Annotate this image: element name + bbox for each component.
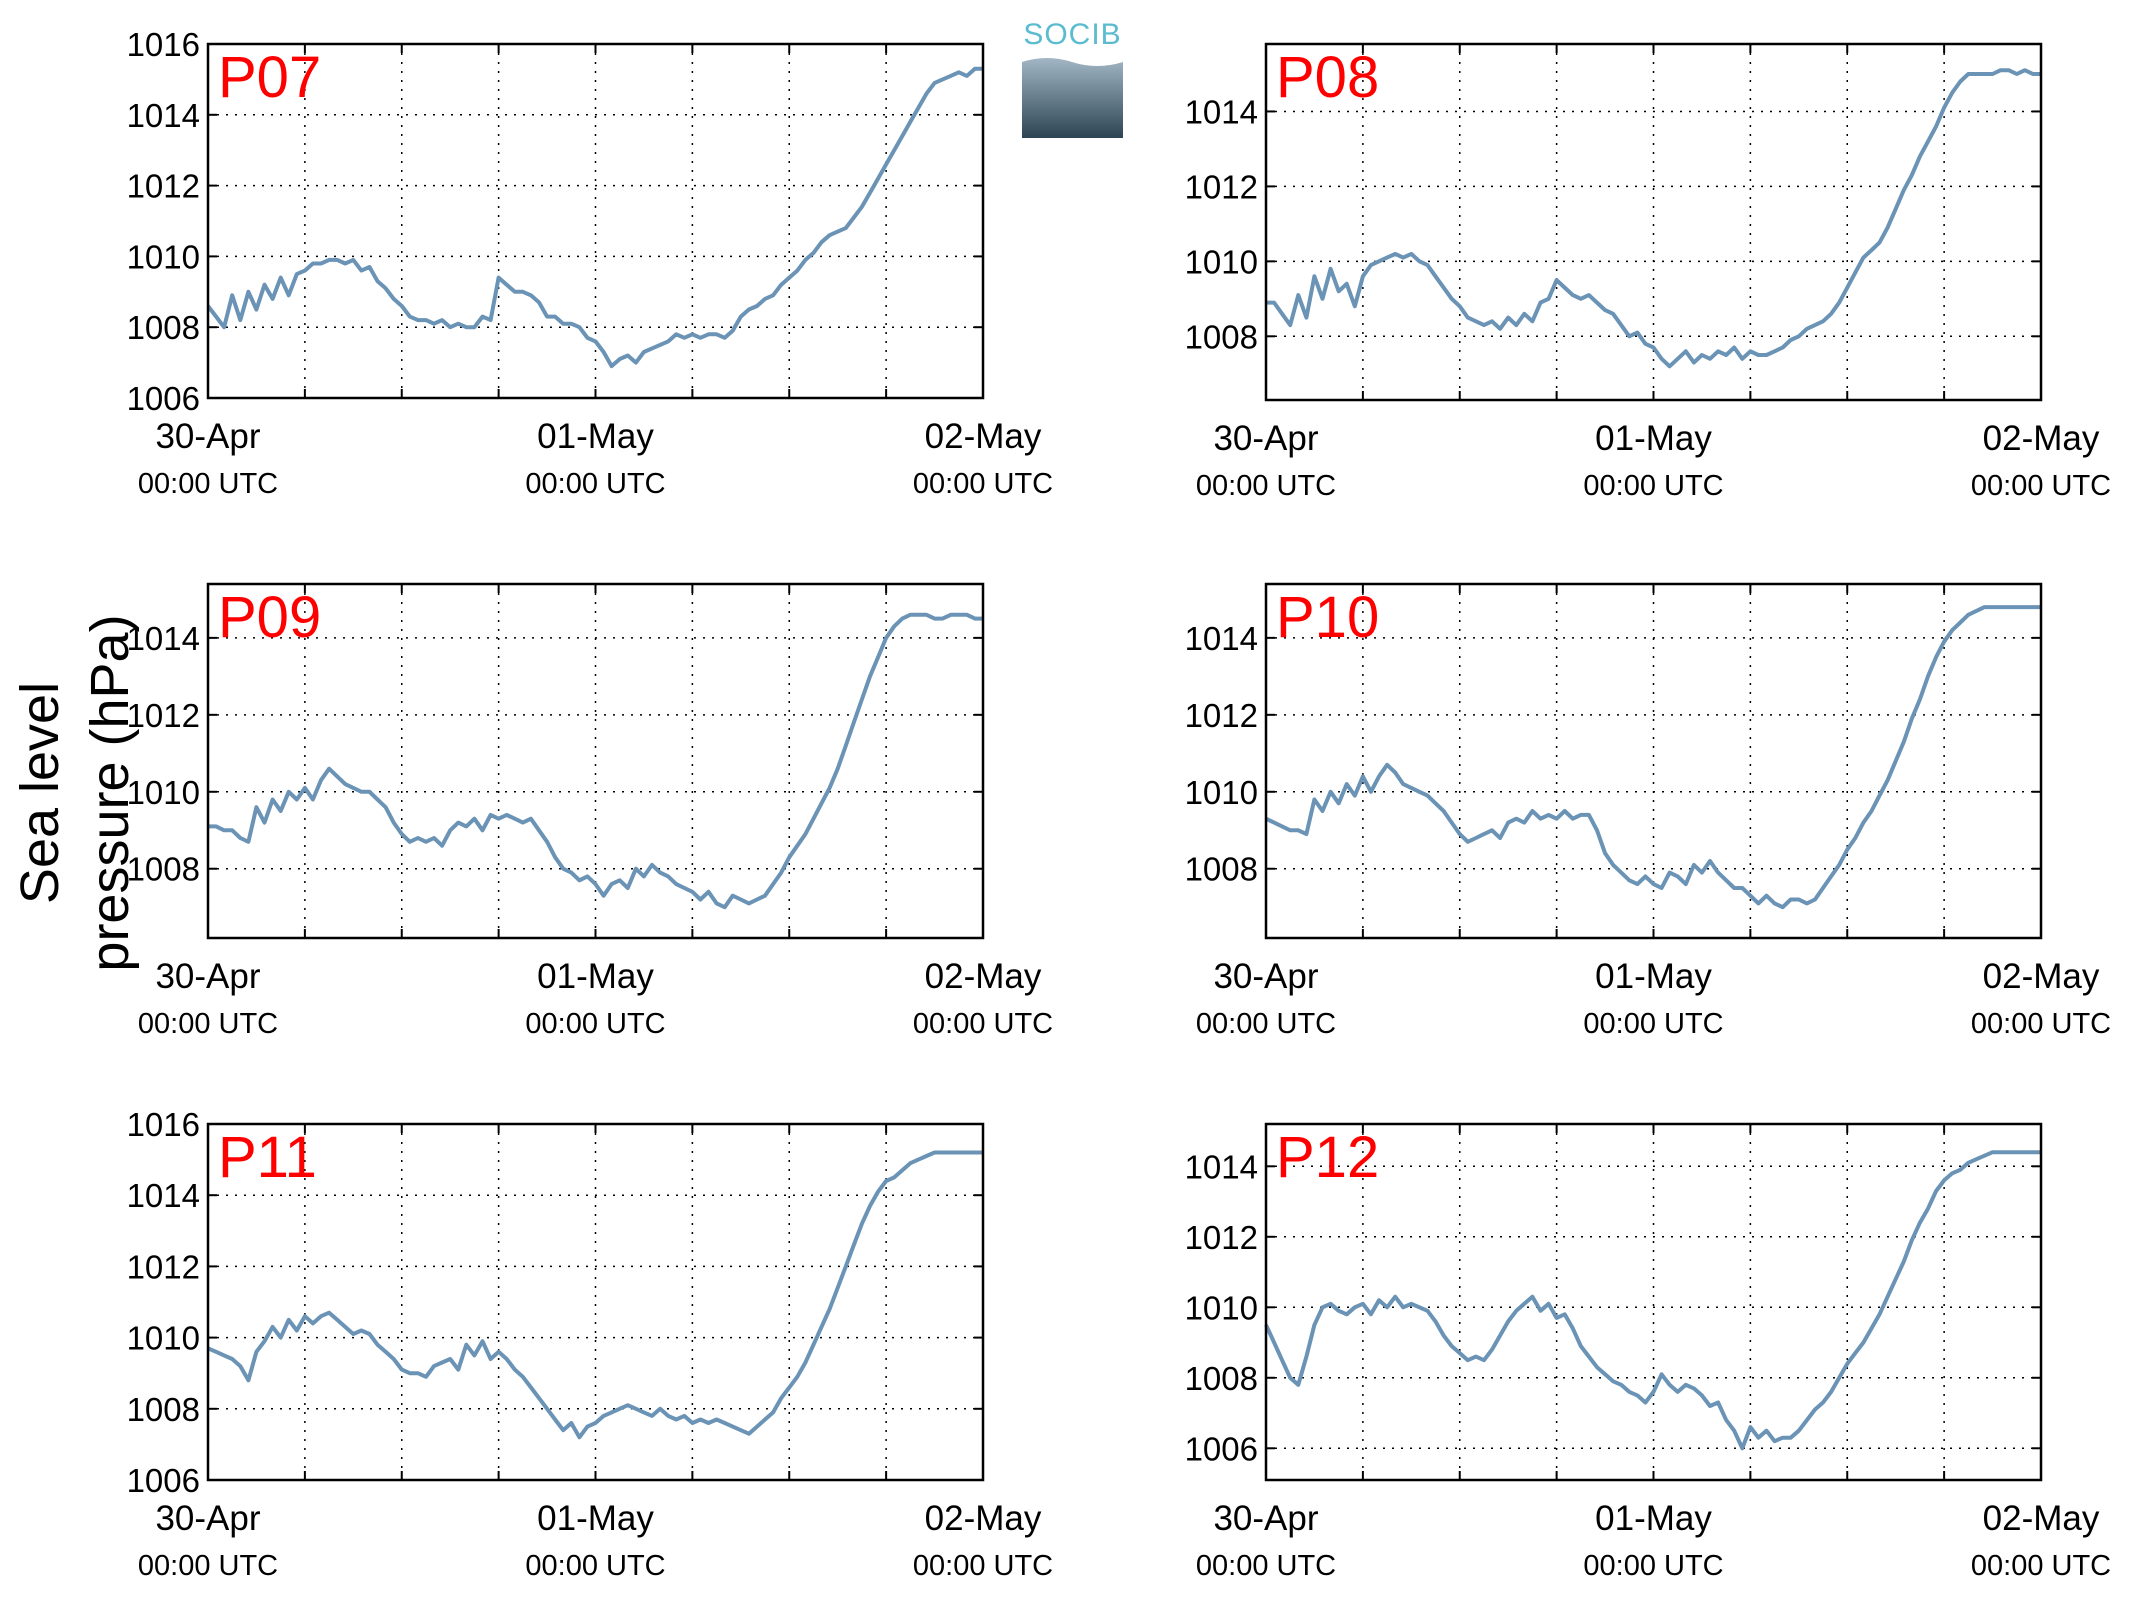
series-line xyxy=(1266,68,2041,369)
x-tick-label-time: 00:00 UTC xyxy=(525,468,665,500)
y-tick-label: 1008 xyxy=(127,851,200,888)
logo-gradient xyxy=(1022,54,1123,138)
plot-frame xyxy=(1264,42,2043,402)
x-tick-label-date: 02-May xyxy=(1983,957,2100,996)
x-tick-label-time: 00:00 UTC xyxy=(1971,1008,2111,1040)
y-tick-label: 1008 xyxy=(1185,1360,1258,1397)
x-tick-label-date: 30-Apr xyxy=(155,957,260,996)
y-tick-label: 1010 xyxy=(127,774,200,811)
x-tick-label-time: 00:00 UTC xyxy=(138,1008,278,1040)
x-tick-label-date: 30-Apr xyxy=(1213,957,1318,996)
logo-text: SOCIB xyxy=(1023,18,1122,51)
x-tick-label-time: 00:00 UTC xyxy=(1583,470,1723,502)
y-tick-label: 1014 xyxy=(127,97,200,134)
x-tick-label-date: 02-May xyxy=(1983,1499,2100,1538)
y-tick-label: 1008 xyxy=(127,309,200,346)
y-tick-label: 1014 xyxy=(1185,1148,1258,1185)
series-line xyxy=(206,66,983,369)
y-tick-label: 1014 xyxy=(1185,620,1258,657)
x-tick-label-date: 01-May xyxy=(537,957,654,996)
x-tick-label-time: 00:00 UTC xyxy=(138,1550,278,1582)
x-tick-label-date: 01-May xyxy=(537,417,654,456)
y-tick-label: 1008 xyxy=(1185,851,1258,888)
y-tick-label: 1012 xyxy=(127,1248,200,1285)
x-tick-label-time: 00:00 UTC xyxy=(1583,1008,1723,1040)
x-tick-label-time: 00:00 UTC xyxy=(525,1008,665,1040)
y-tick-label: 1012 xyxy=(1185,168,1258,205)
plot-frame xyxy=(206,1122,985,1482)
series-line xyxy=(1264,1150,2041,1451)
y-tick-label: 1012 xyxy=(1185,697,1258,734)
x-tick-label-time: 00:00 UTC xyxy=(1196,1008,1336,1040)
x-tick-label-date: 30-Apr xyxy=(155,417,260,456)
y-tick-label: 1006 xyxy=(127,380,200,417)
panel-p07: 1006 1008 1010 1012 1014 1016 30-Apr 00:00 UTC 0… xyxy=(127,26,1054,500)
y-tick-label: 1006 xyxy=(1185,1430,1258,1467)
x-tick-label-date: 30-Apr xyxy=(155,1499,260,1538)
panel-label: P09 xyxy=(218,585,321,650)
y-tick-label: 1014 xyxy=(127,1177,200,1214)
y-tick-label: 1016 xyxy=(127,1106,200,1143)
panel-p09: 1008 1010 1012 1014 30-Apr 00:00 UTC 01-May 00:… xyxy=(127,582,1053,1040)
series-line xyxy=(1265,605,2041,910)
plot-frame xyxy=(206,582,985,940)
y-tick-label: 1016 xyxy=(127,26,200,63)
panel-label: P10 xyxy=(1276,585,1379,650)
x-tick-label-date: 01-May xyxy=(1595,957,1712,996)
y-tick-label: 1010 xyxy=(1185,243,1258,280)
x-tick-label-time: 00:00 UTC xyxy=(1196,470,1336,502)
panel-label: P08 xyxy=(1276,45,1379,110)
y-tick-label: 1010 xyxy=(1185,1289,1258,1326)
y-tick-label: 1006 xyxy=(127,1462,200,1499)
x-tick-label-time: 00:00 UTC xyxy=(525,1550,665,1582)
x-tick-label-time: 00:00 UTC xyxy=(138,468,278,500)
panel-p11: 1006 1008 1010 1012 1014 1016 30-Apr 00:00 UTC 0… xyxy=(127,1106,1054,1582)
panel-p10: 1008 1010 1012 1014 30-Apr 00:00 UTC 01-May 00:… xyxy=(1185,582,2111,1040)
x-tick-label-time: 00:00 UTC xyxy=(1583,1550,1723,1582)
x-tick-label-date: 02-May xyxy=(925,417,1042,456)
y-tick-label: 1012 xyxy=(127,168,200,205)
panel-label: P11 xyxy=(218,1125,317,1190)
plot-frame xyxy=(1264,582,2043,940)
y-tick-label: 1010 xyxy=(127,238,200,275)
panel-label: P12 xyxy=(1276,1125,1379,1190)
x-tick-label-date: 02-May xyxy=(925,1499,1042,1538)
x-tick-label-date: 02-May xyxy=(925,957,1042,996)
x-tick-label-time: 00:00 UTC xyxy=(1971,470,2111,502)
x-tick-label-date: 01-May xyxy=(537,1499,654,1538)
plot-frame xyxy=(206,42,985,400)
x-tick-label-date: 02-May xyxy=(1983,419,2100,458)
y-tick-label: 1012 xyxy=(127,697,200,734)
x-tick-label-time: 00:00 UTC xyxy=(1971,1550,2111,1582)
x-tick-label-date: 30-Apr xyxy=(1213,1499,1318,1538)
y-tick-label: 1012 xyxy=(1185,1219,1258,1256)
x-tick-label-date: 01-May xyxy=(1595,1499,1712,1538)
x-tick-label-date: 30-Apr xyxy=(1213,419,1318,458)
plot-frame xyxy=(1264,1122,2043,1482)
logo-wave xyxy=(1022,54,1123,66)
socib-logo: SOCIB xyxy=(1022,18,1123,138)
series-line xyxy=(207,1150,983,1440)
x-tick-label-time: 00:00 UTC xyxy=(913,468,1053,500)
series-line xyxy=(208,612,983,910)
x-tick-label-time: 00:00 UTC xyxy=(913,1008,1053,1040)
y-tick-label: 1008 xyxy=(1185,318,1258,355)
y-tick-label: 1014 xyxy=(1185,93,1258,130)
y-tick-label: 1010 xyxy=(127,1320,200,1357)
panel-label: P07 xyxy=(218,45,321,110)
panel-p08: 1008 1010 1012 1014 30-Apr 00:00 UTC 01-May 00:… xyxy=(1185,42,2111,502)
y-tick-label: 1014 xyxy=(127,620,200,657)
y-tick-label: 1008 xyxy=(127,1391,200,1428)
x-tick-label-date: 01-May xyxy=(1595,419,1712,458)
panel-p12: 1006 1008 1010 1012 1014 30-Apr 00:00 UTC 01-Ma… xyxy=(1185,1122,2111,1582)
x-tick-label-time: 00:00 UTC xyxy=(1196,1550,1336,1582)
x-tick-label-time: 00:00 UTC xyxy=(913,1550,1053,1582)
y-tick-label: 1010 xyxy=(1185,774,1258,811)
